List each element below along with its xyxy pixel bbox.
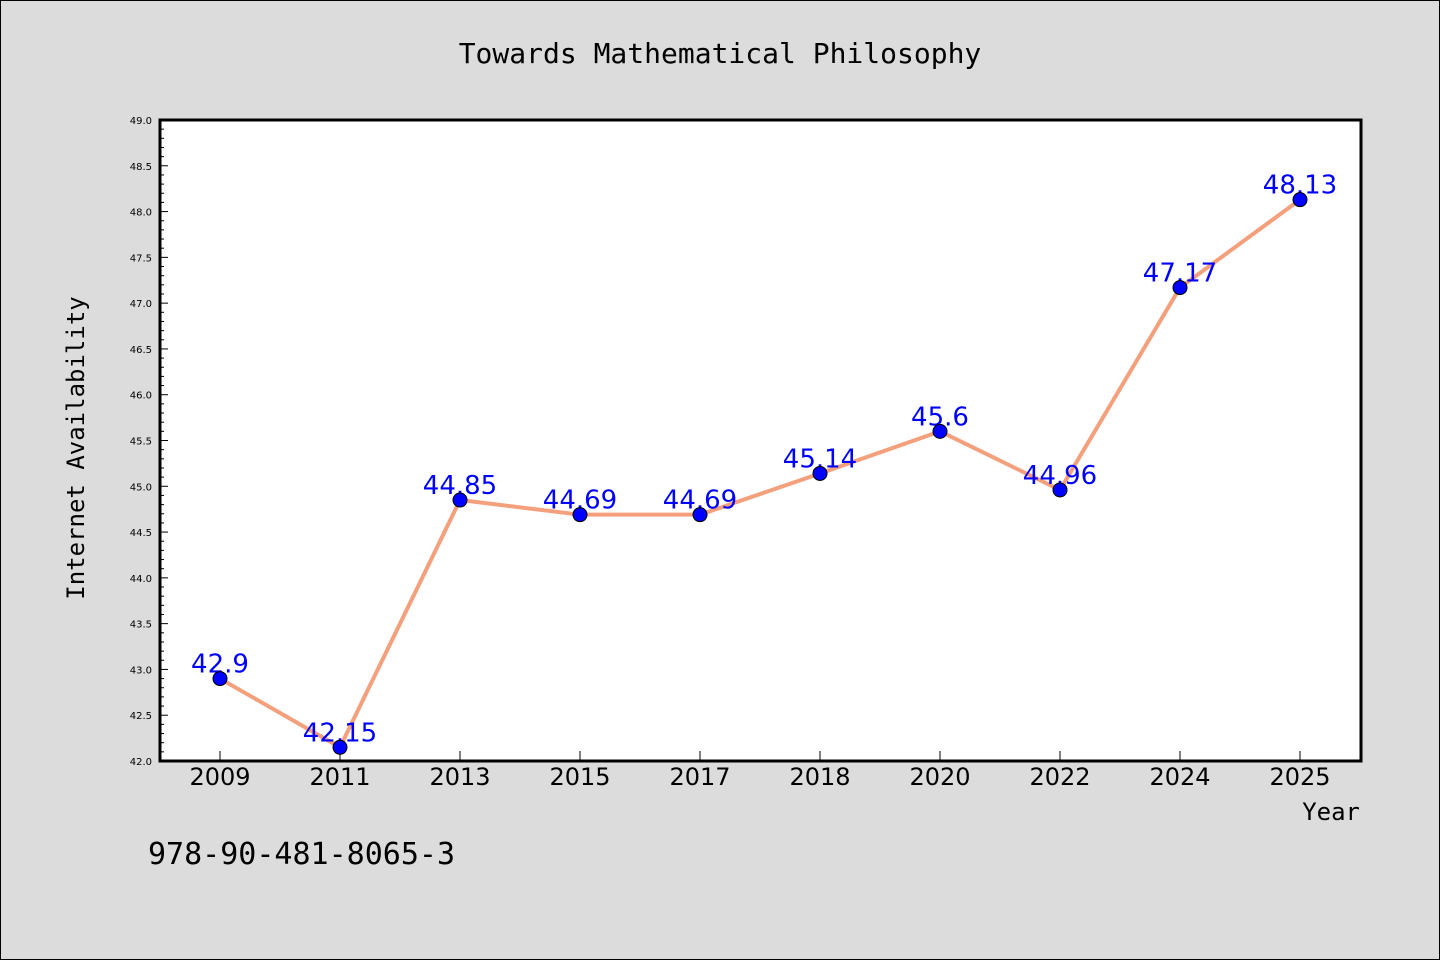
data-point xyxy=(812,465,828,481)
x-axis-label: Year xyxy=(1302,798,1360,826)
x-tick-label: 2022 xyxy=(1029,763,1090,791)
y-tick-label: 43.0 xyxy=(130,665,152,676)
x-tick-label: 2020 xyxy=(909,763,970,791)
x-tick-label: 2013 xyxy=(429,763,490,791)
isbn-text: 978-90-481-8065-3 xyxy=(148,837,455,872)
y-tick-label: 48.5 xyxy=(130,162,152,173)
data-point xyxy=(1292,192,1308,208)
x-axis: 2009 2011 2013 2015 2017 2018 2020 2022 2024 2025 xyxy=(189,751,1331,791)
data-point xyxy=(572,507,588,523)
data-point xyxy=(452,492,468,508)
data-point xyxy=(932,423,948,439)
plot-border xyxy=(158,118,1363,763)
x-tick-label: 2025 xyxy=(1269,763,1330,791)
y-tick-label: 47.5 xyxy=(130,253,152,264)
y-tick-label: 42.0 xyxy=(130,757,152,768)
chart-title: Towards Mathematical Philosophy xyxy=(459,37,982,70)
y-tick-label: 46.5 xyxy=(130,345,152,356)
y-tick-label: 49.0 xyxy=(130,116,152,127)
x-tick-label: 2015 xyxy=(549,763,610,791)
y-tick-label: 42.5 xyxy=(130,711,152,722)
y-tick-label: 43.5 xyxy=(130,620,152,631)
data-point xyxy=(692,507,708,523)
x-tick-label: 2017 xyxy=(669,763,730,791)
y-tick-label: 48.0 xyxy=(130,208,152,219)
y-tick-label: 45.5 xyxy=(130,437,152,448)
data-point xyxy=(332,739,348,755)
y-tick-label: 47.0 xyxy=(130,299,152,310)
x-tick-label: 2011 xyxy=(309,763,370,791)
y-tick-label: 46.0 xyxy=(130,391,152,402)
y-tick-label: 44.0 xyxy=(130,574,152,585)
y-tick-label: 45.0 xyxy=(130,482,152,493)
data-point xyxy=(1172,280,1188,296)
series-line xyxy=(219,198,1302,750)
y-tick-label: 44.5 xyxy=(130,528,152,539)
data-point xyxy=(1052,482,1068,498)
data-point xyxy=(212,671,228,687)
x-tick-label: 2018 xyxy=(789,763,850,791)
x-tick-label: 2024 xyxy=(1149,763,1210,791)
plot-area xyxy=(160,120,1361,761)
x-tick-label: 2009 xyxy=(189,763,250,791)
y-axis-label: Internet Availability xyxy=(62,296,90,599)
